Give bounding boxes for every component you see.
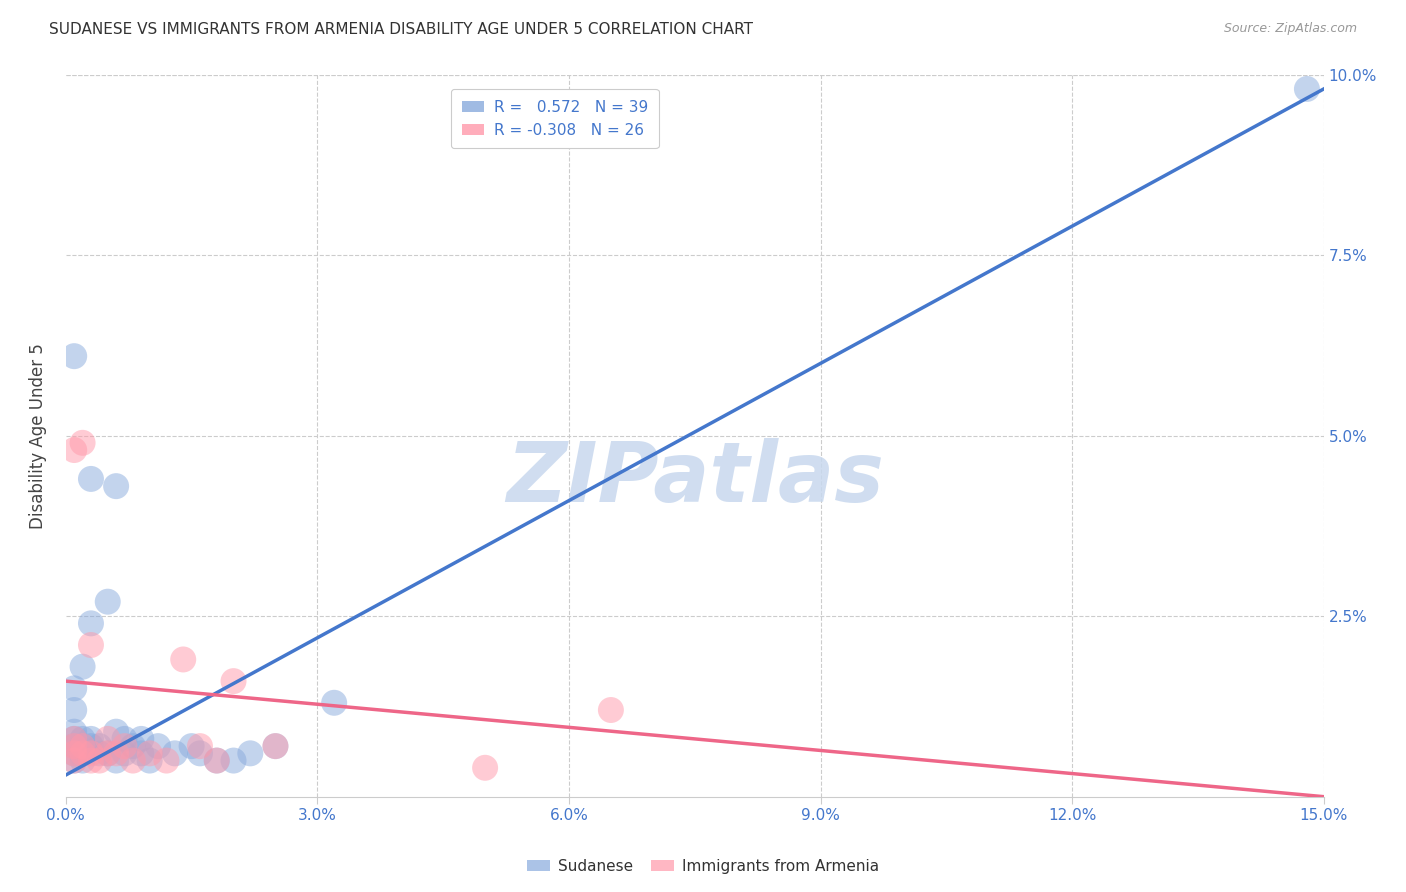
Point	[129, 731, 152, 746]
Point	[105, 724, 128, 739]
Point	[105, 479, 128, 493]
Point	[72, 739, 94, 753]
Point	[72, 747, 94, 761]
Point	[239, 747, 262, 761]
Point	[105, 754, 128, 768]
Point	[188, 739, 211, 753]
Point	[72, 739, 94, 753]
Point	[63, 754, 86, 768]
Point	[97, 595, 120, 609]
Point	[63, 739, 86, 753]
Point	[80, 638, 103, 652]
Point	[63, 747, 86, 761]
Point	[264, 739, 287, 753]
Point	[222, 674, 245, 689]
Point	[163, 747, 186, 761]
Point	[89, 739, 111, 753]
Point	[97, 747, 120, 761]
Point	[63, 731, 86, 746]
Point	[63, 724, 86, 739]
Point	[138, 754, 160, 768]
Point	[63, 754, 86, 768]
Point	[63, 703, 86, 717]
Point	[63, 443, 86, 458]
Point	[72, 435, 94, 450]
Point	[146, 739, 169, 753]
Point	[80, 739, 103, 753]
Point	[89, 747, 111, 761]
Point	[114, 731, 136, 746]
Y-axis label: Disability Age Under 5: Disability Age Under 5	[30, 343, 46, 529]
Point	[97, 747, 120, 761]
Point	[63, 681, 86, 696]
Point	[63, 739, 86, 753]
Point	[72, 731, 94, 746]
Point	[80, 616, 103, 631]
Point	[172, 652, 194, 666]
Point	[105, 747, 128, 761]
Point	[114, 747, 136, 761]
Point	[122, 739, 145, 753]
Point	[97, 731, 120, 746]
Text: ZIPatlas: ZIPatlas	[506, 439, 884, 519]
Legend: Sudanese, Immigrants from Armenia: Sudanese, Immigrants from Armenia	[522, 853, 884, 880]
Point	[72, 754, 94, 768]
Legend: R =   0.572   N = 39, R = -0.308   N = 26: R = 0.572 N = 39, R = -0.308 N = 26	[451, 89, 658, 148]
Point	[80, 731, 103, 746]
Point	[63, 747, 86, 761]
Text: SUDANESE VS IMMIGRANTS FROM ARMENIA DISABILITY AGE UNDER 5 CORRELATION CHART: SUDANESE VS IMMIGRANTS FROM ARMENIA DISA…	[49, 22, 754, 37]
Point	[80, 747, 103, 761]
Point	[1296, 82, 1319, 96]
Point	[89, 754, 111, 768]
Point	[222, 754, 245, 768]
Point	[264, 739, 287, 753]
Point	[599, 703, 621, 717]
Point	[129, 747, 152, 761]
Point	[205, 754, 228, 768]
Point	[63, 731, 86, 746]
Point	[188, 747, 211, 761]
Point	[63, 349, 86, 363]
Point	[138, 747, 160, 761]
Point	[474, 761, 496, 775]
Point	[155, 754, 177, 768]
Point	[114, 739, 136, 753]
Point	[180, 739, 202, 753]
Point	[205, 754, 228, 768]
Text: Source: ZipAtlas.com: Source: ZipAtlas.com	[1223, 22, 1357, 36]
Point	[323, 696, 346, 710]
Point	[80, 472, 103, 486]
Point	[122, 754, 145, 768]
Point	[72, 659, 94, 673]
Point	[80, 754, 103, 768]
